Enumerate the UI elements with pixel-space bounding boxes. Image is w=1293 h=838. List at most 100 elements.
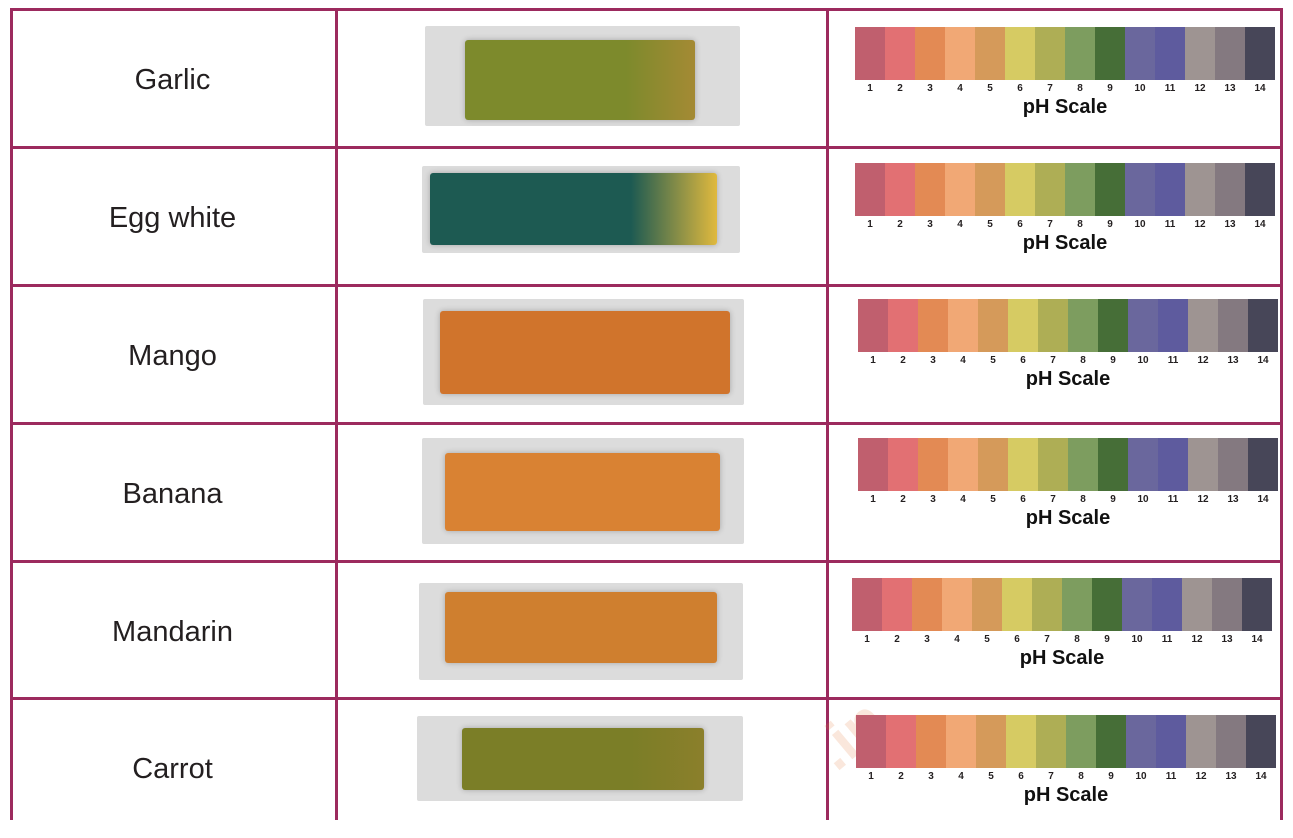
- ph-color-swatch: [1156, 715, 1186, 768]
- ph-tick-label: 7: [1044, 634, 1050, 645]
- sample-name: Banana: [122, 477, 223, 510]
- ph-color-swatch: [858, 299, 888, 352]
- ph-color-swatch: [918, 438, 948, 491]
- ph-color-swatch: [1245, 27, 1275, 80]
- ph-tick-label: 8: [1080, 355, 1086, 366]
- row-divider: [10, 422, 1283, 425]
- ph-color-swatch: [1066, 715, 1096, 768]
- ph-tick-label: 8: [1077, 83, 1083, 94]
- ph-scale: 1 2 3 4 5 6 7 8 9 10 11 12 13 14 pH Scale: [855, 163, 1275, 255]
- ph-scale: 1 2 3 4 5 6 7 8 9 10 11 12 13 14 pH Scale: [852, 578, 1272, 670]
- ph-color-swatch: [1248, 299, 1278, 352]
- ph-color-swatch: [1038, 438, 1068, 491]
- ph-tick-label: 7: [1050, 494, 1056, 505]
- ph-color-swatch: [1038, 299, 1068, 352]
- ph-tick-label: 4: [957, 219, 963, 230]
- ph-color-swatch: [976, 715, 1006, 768]
- ph-color-swatch: [948, 299, 978, 352]
- ph-color-swatch: [1126, 715, 1156, 768]
- ph-color-swatch: [978, 299, 1008, 352]
- ph-tick-label: 1: [868, 771, 874, 782]
- ph-tick-label: 4: [957, 83, 963, 94]
- ph-tick-label: 10: [1137, 355, 1149, 366]
- ph-tick-label: 6: [1018, 771, 1024, 782]
- ph-color-swatch: [912, 578, 942, 631]
- ph-color-swatch: [975, 163, 1005, 216]
- ph-scale-title: pH Scale: [1019, 647, 1105, 669]
- ph-tick-label: 3: [930, 355, 936, 366]
- ph-tick-label: 9: [1110, 355, 1116, 366]
- ph-color-swatch: [856, 715, 886, 768]
- ph-tick-label: 14: [1254, 219, 1266, 230]
- ph-color-swatch: [1185, 163, 1215, 216]
- sample-name: Carrot: [132, 752, 213, 785]
- ph-scale: 1 2 3 4 5 6 7 8 9 10 11 12 13 14 pH Scale: [858, 299, 1278, 391]
- ph-tick-label: 6: [1017, 83, 1023, 94]
- ph-color-swatch: [885, 163, 915, 216]
- ph-tick-label: 9: [1104, 634, 1110, 645]
- ph-tick-label: 11: [1161, 634, 1173, 645]
- ph-color-swatch: [1032, 578, 1062, 631]
- ph-color-swatch: [1095, 27, 1125, 80]
- ph-color-swatch: [946, 715, 976, 768]
- ph-test-strip: [445, 453, 720, 531]
- ph-color-swatch: [855, 163, 885, 216]
- ph-tick-label: 10: [1134, 219, 1146, 230]
- ph-color-swatch: [885, 27, 915, 80]
- ph-scale-title: pH Scale: [1025, 507, 1111, 529]
- ph-color-swatch: [1036, 715, 1066, 768]
- ph-test-strip: [440, 311, 730, 394]
- table-border-left: [10, 10, 13, 820]
- table-row: Garlic: [10, 11, 1283, 149]
- ph-color-swatch: [1248, 438, 1278, 491]
- ph-tick-label: 2: [897, 219, 903, 230]
- ph-color-swatch: [1006, 715, 1036, 768]
- ph-color-swatch: [1098, 299, 1128, 352]
- ph-tick-label: 13: [1227, 355, 1239, 366]
- ph-tick-label: 10: [1135, 771, 1147, 782]
- ph-color-swatch: [915, 27, 945, 80]
- ph-color-swatch: [1185, 27, 1215, 80]
- ph-color-swatch: [1188, 299, 1218, 352]
- ph-color-swatch: [1125, 163, 1155, 216]
- ph-tick-label: 14: [1251, 634, 1263, 645]
- ph-tick-label: 1: [867, 219, 873, 230]
- ph-tick-label: 12: [1197, 355, 1209, 366]
- ph-color-swatch: [916, 715, 946, 768]
- ph-color-swatch: [942, 578, 972, 631]
- ph-tick-label: 6: [1017, 219, 1023, 230]
- ph-tick-label: 8: [1080, 494, 1086, 505]
- ph-scale-title: pH Scale: [1023, 784, 1109, 806]
- ph-tick-label: 4: [960, 355, 966, 366]
- table-divider-1: [335, 10, 338, 820]
- row-divider: [10, 560, 1283, 563]
- ph-tick-label: 13: [1227, 494, 1239, 505]
- ph-color-swatch: [918, 299, 948, 352]
- ph-tick-label: 11: [1165, 771, 1177, 782]
- ph-color-swatch: [858, 438, 888, 491]
- ph-tick-label: 14: [1257, 355, 1269, 366]
- ph-tick-label: 8: [1078, 771, 1084, 782]
- ph-color-swatch: [945, 27, 975, 80]
- table-row: Banana: [10, 425, 1283, 563]
- ph-color-swatch: [886, 715, 916, 768]
- ph-tick-label: 11: [1164, 83, 1176, 94]
- ph-tick-label: 5: [987, 219, 993, 230]
- ph-tick-label: 12: [1194, 219, 1206, 230]
- table-border-right: [1280, 10, 1283, 820]
- ph-tick-label: 1: [867, 83, 873, 94]
- ph-tick-label: 13: [1224, 219, 1236, 230]
- ph-color-swatch: [1008, 299, 1038, 352]
- ph-tick-label: 5: [990, 494, 996, 505]
- ph-tick-label: 14: [1257, 494, 1269, 505]
- ph-tick-label: 13: [1221, 634, 1233, 645]
- ph-tick-label: 6: [1020, 494, 1026, 505]
- ph-color-swatch: [1068, 438, 1098, 491]
- table-row: Carrot: [10, 700, 1283, 838]
- ph-tick-label: 14: [1254, 83, 1266, 94]
- ph-tick-label: 3: [924, 634, 930, 645]
- ph-color-swatch: [1215, 27, 1245, 80]
- ph-color-swatch: [1062, 578, 1092, 631]
- ph-color-swatch: [945, 163, 975, 216]
- ph-tick-label: 13: [1224, 83, 1236, 94]
